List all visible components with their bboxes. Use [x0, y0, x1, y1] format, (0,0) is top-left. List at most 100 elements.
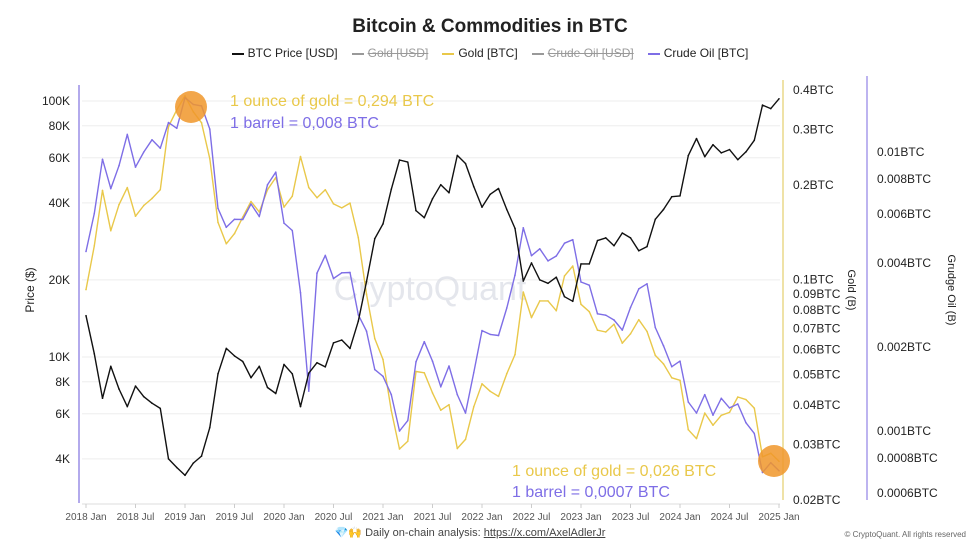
data-point [448, 403, 450, 406]
gold-tick-label: 0.1BTC [793, 273, 834, 287]
data-point [349, 202, 351, 204]
gold-tick-label: 0.2BTC [793, 178, 834, 192]
data-point [126, 405, 129, 408]
data-point [390, 409, 393, 412]
oil-tick-label: 0.0008BTC [877, 451, 938, 465]
gold-tick-label: 0.02BTC [793, 493, 841, 507]
x-tick-label: 2024 Jul [711, 512, 749, 523]
data-point [167, 125, 170, 128]
data-point [151, 402, 153, 404]
data-point [192, 462, 195, 464]
data-point [695, 437, 698, 440]
legend-item[interactable]: Crude Oil [USD] [531, 46, 634, 60]
data-point [481, 329, 483, 332]
data-point [571, 238, 574, 241]
data-point [654, 218, 657, 221]
data-point [588, 263, 591, 265]
data-point [703, 393, 706, 396]
oil-tick-label: 0.01BTC [877, 145, 925, 159]
data-point [563, 242, 566, 245]
data-point [159, 407, 162, 410]
x-tick-label: 2018 Jan [65, 512, 106, 523]
data-point [365, 293, 368, 295]
data-point [340, 207, 343, 209]
data-point [142, 204, 145, 207]
data-point [588, 284, 591, 287]
data-point [406, 161, 409, 163]
data-point [316, 272, 318, 274]
data-point [604, 237, 607, 239]
legend-label: BTC Price [USD] [247, 46, 338, 60]
data-point [250, 203, 252, 205]
data-point [208, 426, 211, 429]
data-point [753, 407, 756, 409]
data-point [695, 137, 698, 140]
data-point [555, 276, 558, 278]
data-point [670, 365, 673, 368]
data-point [456, 393, 459, 396]
data-point [538, 279, 541, 281]
data-point [679, 195, 681, 197]
data-point [745, 398, 747, 401]
legend-item[interactable]: Gold [USD] [351, 46, 428, 60]
left-axis-title: Price ($) [23, 267, 37, 312]
gold-tick-label: 0.06BTC [793, 343, 841, 357]
footer-link[interactable]: https://x.com/AxelAdlerJr [483, 527, 606, 539]
data-point [472, 371, 475, 374]
data-point [448, 365, 450, 367]
data-point [217, 207, 219, 210]
data-point [629, 237, 632, 239]
data-point [324, 254, 327, 257]
data-point [456, 447, 459, 450]
data-point [291, 372, 294, 375]
data-point [299, 405, 302, 408]
x-tick-label: 2022 Jan [461, 512, 502, 523]
data-point [118, 164, 120, 167]
data-point [646, 245, 648, 248]
data-point [415, 361, 417, 363]
data-point [159, 147, 162, 149]
data-point [497, 334, 500, 337]
data-point [720, 397, 723, 400]
data-point [530, 262, 533, 264]
legend-label: Crude Oil [BTC] [663, 46, 749, 60]
y-tick-label: 40K [49, 196, 70, 210]
data-point [382, 375, 384, 378]
data-point [382, 223, 384, 225]
data-point [613, 244, 615, 247]
data-point [497, 187, 500, 190]
data-point [481, 383, 483, 385]
data-point [307, 372, 310, 374]
y-tick-label: 6K [55, 407, 70, 421]
data-point [423, 216, 426, 219]
y-tick-label: 100K [42, 94, 70, 108]
legend-swatch [351, 52, 364, 55]
data-point [406, 419, 409, 422]
data-point [208, 128, 211, 130]
data-point [563, 295, 566, 298]
y-tick-label: 80K [49, 119, 70, 133]
data-point [233, 355, 236, 357]
data-point [439, 183, 442, 186]
data-point [142, 395, 145, 398]
data-point [134, 385, 137, 387]
data-point [398, 430, 401, 432]
data-point [703, 155, 706, 158]
data-point [530, 316, 533, 319]
data-point [489, 193, 492, 196]
data-point [109, 187, 112, 190]
data-point [753, 432, 756, 435]
legend-item[interactable]: BTC Price [USD] [231, 46, 338, 60]
data-point [415, 209, 417, 212]
legend-swatch [231, 52, 244, 55]
data-point [555, 309, 558, 312]
data-point [637, 249, 640, 252]
annotation-top-oil: 1 barrel = 0,008 BTC [230, 115, 379, 132]
data-point [274, 171, 277, 173]
data-point [118, 203, 120, 206]
x-tick-label: 2024 Jan [659, 512, 700, 523]
legend-item[interactable]: Crude Oil [BTC] [647, 46, 749, 60]
oil-tick-label: 0.004BTC [877, 256, 931, 270]
legend-item[interactable]: Gold [BTC] [442, 46, 518, 60]
x-tick-label: 2020 Jul [315, 512, 353, 523]
